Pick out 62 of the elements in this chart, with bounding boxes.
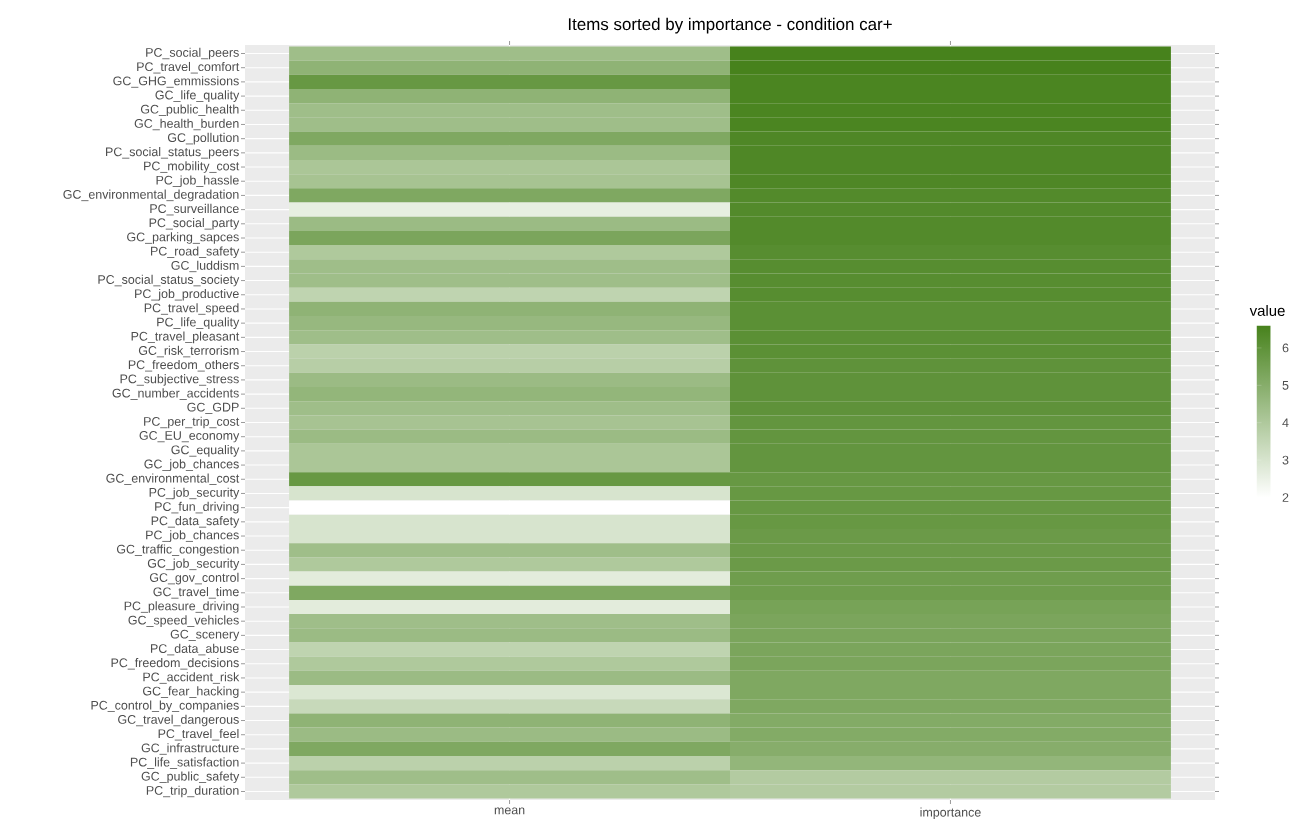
y-tick-label: GC_public_health — [140, 104, 239, 117]
y-tick-label: PC_data_abuse — [151, 643, 239, 656]
y-tick-label: GC_life_quality — [155, 90, 240, 102]
y-tick-label: GC_parking_sapces — [127, 232, 239, 244]
y-tick-label: GC_speed_vehicles — [128, 615, 239, 627]
y-tick-label: GC_traffic_congestion — [116, 544, 239, 557]
y-tick-label: PC_travel_feel — [158, 728, 239, 741]
color-bar-label: 2 — [1282, 493, 1289, 502]
y-tick-label: PC_data_safety — [151, 516, 240, 528]
color-bar-label: 4 — [1282, 418, 1289, 427]
y-tick-label: PC_accident_risk — [143, 672, 240, 684]
y-tick-label: GC_environmental_degradation — [63, 189, 239, 202]
y-tick-label: PC_life_satisfaction — [130, 757, 239, 769]
y-tick-label: GC_equality — [171, 445, 240, 457]
y-tick-label: GC_pollution — [167, 132, 239, 145]
y-tick-label: PC_job_chances — [146, 530, 239, 542]
y-tick-label: GC_luddism — [171, 260, 239, 273]
color-bar-label: 3 — [1282, 455, 1289, 465]
y-tick-label: GC_public_safety — [141, 771, 240, 784]
y-tick-label: PC_social_party — [149, 217, 240, 230]
y-tick-label: GC_job_security — [147, 558, 240, 571]
y-tick-label: PC_travel_comfort — [137, 61, 240, 74]
y-tick-label: PC_job_hassle — [156, 175, 239, 188]
y-tick-label: PC_surveillance — [150, 203, 239, 216]
y-tick-label: PC_pleasure_driving — [124, 601, 239, 613]
y-tick-label: GC_GDP — [187, 402, 239, 414]
y-tick-label: PC_job_security — [149, 487, 240, 500]
y-tick-label: PC_travel_speed — [144, 303, 239, 315]
y-tick-label: PC_life_quality — [157, 317, 240, 329]
y-tick-label: PC_job_productive — [135, 288, 239, 301]
y-tick-label: GC_scenery — [170, 629, 240, 642]
y-tick-label: PC_mobility_cost — [144, 161, 240, 173]
y-tick-label: PC_freedom_others — [128, 359, 239, 372]
y-tick-label: GC_risk_terrorism — [138, 345, 239, 358]
color-bar-label: 6 — [1282, 343, 1289, 353]
color-bar-title: value — [1249, 305, 1285, 316]
y-tick-label: PC_social_status_society — [98, 274, 240, 287]
y-tick-label: PC_trip_duration — [146, 785, 239, 798]
y-tick-label: GC_GHG_emmissions — [113, 76, 239, 88]
x-tick-label: importance — [920, 807, 981, 820]
chart-title: Items sorted by importance - condition car+ — [568, 17, 892, 34]
y-tick-label: GC_gov_control — [149, 572, 239, 585]
x-tick-label: mean — [494, 807, 525, 815]
y-tick-label: GC_travel_dangerous — [118, 714, 239, 727]
y-tick-label: GC_health_burden — [134, 118, 239, 131]
y-tick-label: PC_subjective_stress — [120, 374, 239, 386]
y-tick-label: PC_social_status_peers — [106, 147, 239, 159]
color-bar-label: 5 — [1282, 380, 1289, 390]
y-tick-label: PC_fun_driving — [155, 501, 239, 514]
y-tick-label: GC_number_accidents — [112, 388, 239, 400]
y-tick-label: PC_per_trip_cost — [144, 416, 240, 429]
y-tick-label: PC_travel_pleasant — [131, 331, 240, 344]
y-tick-label: PC_road_safety — [151, 246, 240, 258]
y-tick-label: GC_EU_economy — [139, 431, 240, 443]
y-tick-label: GC_infrastructure — [141, 743, 239, 755]
y-tick-label: GC_travel_time — [153, 587, 239, 599]
y-tick-label: PC_freedom_decisions — [111, 658, 239, 670]
y-tick-label: GC_job_chances — [144, 459, 239, 471]
y-tick-label: GC_fear_hacking — [143, 686, 239, 698]
y-tick-label: PC_social_peers — [146, 47, 239, 60]
y-tick-label: GC_environmental_cost — [106, 473, 240, 485]
y-tick-label: PC_control_by_companies — [91, 700, 239, 713]
